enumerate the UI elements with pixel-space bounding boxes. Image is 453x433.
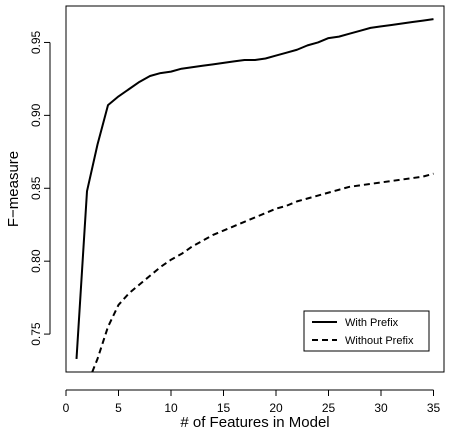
- y-axis: 0.75 0.80 0.85 0.90 0.95: [29, 30, 50, 345]
- x-tick-label: 35: [427, 401, 441, 415]
- x-tick-label: 20: [269, 401, 283, 415]
- series-line-with-prefix: [77, 19, 434, 359]
- x-tick-label: 10: [164, 401, 178, 415]
- x-tick-label: 5: [115, 401, 122, 415]
- x-axis: 0 5 10 15 20 25 30 35: [63, 390, 441, 415]
- x-tick-label: 0: [63, 401, 70, 415]
- y-tick-label: 0.75: [29, 322, 43, 346]
- x-axis-title: # of Features in Model: [180, 414, 329, 431]
- y-axis-title: F−measure: [5, 151, 22, 227]
- legend: With Prefix Without Prefix: [304, 311, 429, 351]
- x-tick-label: 30: [374, 401, 388, 415]
- legend-label-without-prefix: Without Prefix: [345, 335, 414, 347]
- y-tick-label: 0.90: [29, 103, 43, 127]
- x-tick-label: 25: [322, 401, 336, 415]
- legend-label-with-prefix: With Prefix: [345, 317, 399, 329]
- x-tick-label: 15: [217, 401, 231, 415]
- y-tick-label: 0.85: [29, 176, 43, 200]
- y-tick-label: 0.80: [29, 249, 43, 273]
- y-tick-label: 0.95: [29, 30, 43, 54]
